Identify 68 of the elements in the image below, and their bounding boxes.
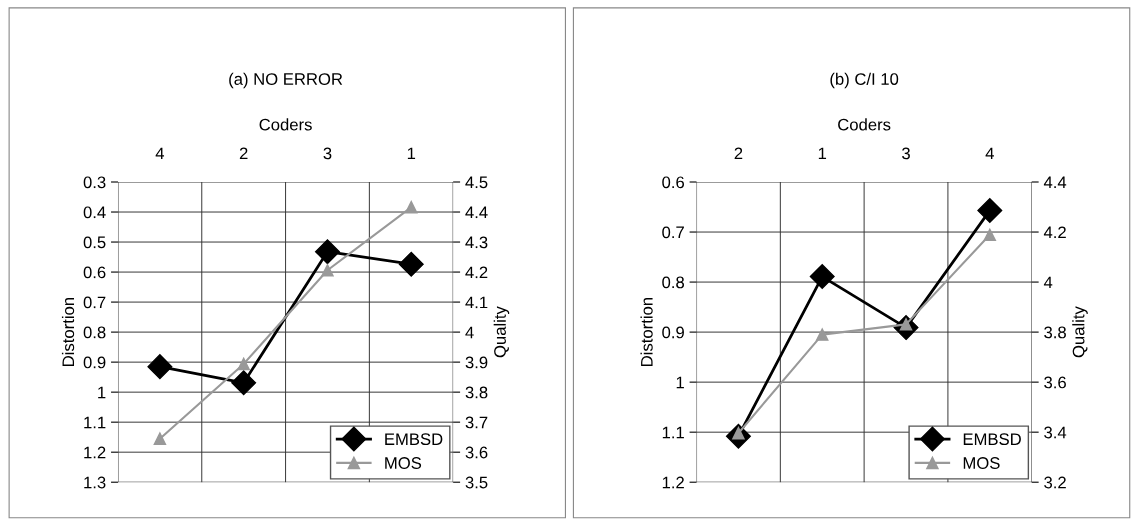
chart-title: (b) C/I 10 bbox=[830, 72, 899, 89]
y2-axis-title: Quality bbox=[493, 306, 510, 358]
y2-axis-title: Quality bbox=[1072, 306, 1088, 358]
y-tick-label: 1.1 bbox=[84, 416, 106, 429]
y2-tick-label: 4.5 bbox=[465, 176, 488, 189]
point bbox=[977, 198, 1003, 224]
legend-label: MOS bbox=[385, 457, 422, 469]
y-tick-label: 0.4 bbox=[83, 206, 106, 219]
x-axis-title: Coders bbox=[259, 118, 312, 131]
chart-title: (a) NO ERROR bbox=[229, 72, 343, 89]
y-tick-label: 0.7 bbox=[83, 296, 106, 309]
y2-tick-label: 4.2 bbox=[465, 266, 488, 279]
y-axis-title: Distortion bbox=[61, 297, 75, 366]
y2-tick-label: 4.4 bbox=[1043, 176, 1067, 189]
x-tick-label: 3 bbox=[323, 147, 332, 160]
point bbox=[147, 354, 173, 380]
y2-tick-label: 4 bbox=[465, 326, 474, 339]
y-tick-label: 1.3 bbox=[84, 476, 106, 489]
y-tick-label: 0.3 bbox=[83, 176, 106, 189]
x-tick-label: 3 bbox=[902, 147, 910, 160]
y-tick-label: 0.6 bbox=[83, 266, 106, 279]
y2-tick-label: 3.5 bbox=[465, 476, 488, 489]
y2-tick-label: 3.6 bbox=[465, 446, 488, 459]
y-tick-label: 0.5 bbox=[83, 236, 106, 249]
y2-tick-label: 3.2 bbox=[1044, 476, 1066, 489]
x-tick-label: 4 bbox=[155, 147, 165, 160]
point bbox=[314, 239, 340, 265]
legend-label: EMBSD bbox=[385, 433, 443, 446]
y2-tick-label: 4.4 bbox=[465, 206, 488, 219]
y2-tick-label: 4.1 bbox=[465, 296, 488, 309]
y2-tick-label: 4 bbox=[1043, 276, 1053, 289]
y-tick-label: 1.1 bbox=[662, 426, 684, 439]
y-tick-label: 1 bbox=[98, 386, 106, 399]
x-tick-label: 1 bbox=[818, 147, 827, 160]
point bbox=[237, 357, 250, 371]
y-axis-title: Distortion bbox=[640, 297, 653, 366]
point bbox=[983, 228, 997, 242]
x-tick-label: 1 bbox=[407, 147, 416, 160]
y-tick-label: 0.9 bbox=[662, 326, 684, 339]
point bbox=[815, 328, 829, 341]
x-tick-label: 2 bbox=[239, 147, 248, 160]
y-tick-label: 0.8 bbox=[83, 326, 106, 339]
y2-tick-label: 4.3 bbox=[465, 236, 488, 249]
y-tick-label: 0.9 bbox=[83, 356, 106, 369]
x-tick-label: 2 bbox=[734, 147, 743, 160]
x-axis-title: Coders bbox=[838, 118, 891, 131]
x-tick-label: 4 bbox=[985, 147, 994, 160]
y-tick-label: 0.6 bbox=[662, 176, 684, 189]
y-tick-label: 1.2 bbox=[84, 446, 106, 459]
y2-tick-label: 3.8 bbox=[465, 386, 488, 399]
point bbox=[405, 200, 418, 214]
point bbox=[321, 264, 334, 277]
point bbox=[153, 432, 167, 445]
y2-tick-label: 3.7 bbox=[465, 416, 488, 429]
y2-tick-label: 3.9 bbox=[465, 356, 488, 369]
y2-tick-label: 3.8 bbox=[1044, 326, 1066, 339]
legend-label: MOS bbox=[963, 457, 1000, 469]
point bbox=[809, 264, 835, 290]
point bbox=[231, 370, 257, 396]
y2-tick-label: 3.6 bbox=[1044, 376, 1066, 389]
y-tick-label: 0.7 bbox=[662, 226, 684, 239]
y-tick-label: 0.8 bbox=[662, 276, 685, 289]
y2-tick-label: 3.4 bbox=[1044, 426, 1067, 439]
legend-label: EMBSD bbox=[963, 433, 1021, 446]
y-tick-label: 1 bbox=[676, 376, 684, 389]
y2-tick-label: 4.2 bbox=[1043, 226, 1066, 239]
point bbox=[398, 251, 424, 277]
y-tick-label: 1.2 bbox=[662, 476, 684, 489]
